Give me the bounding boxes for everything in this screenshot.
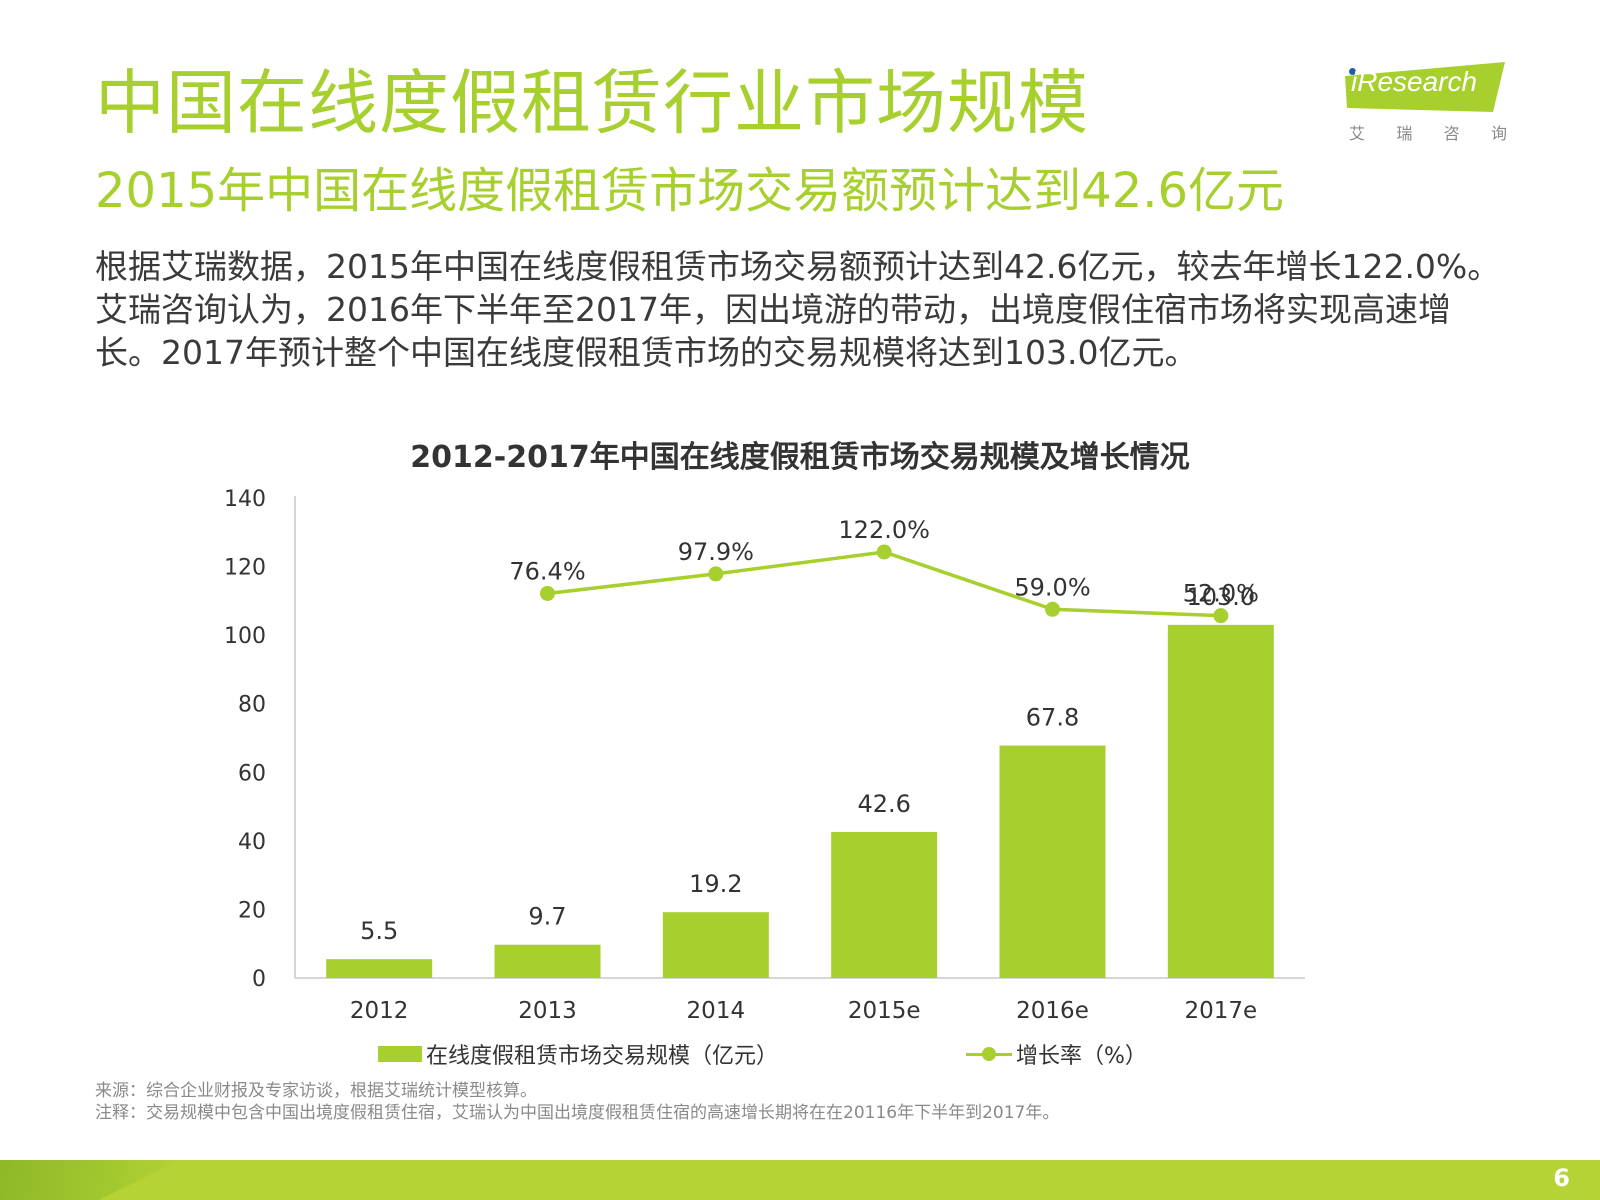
- legend-bar-swatch-icon: [378, 1046, 422, 1062]
- logo-cn-char: 询: [1490, 124, 1509, 143]
- legend-item-line: 增长率（%）: [966, 1038, 1147, 1070]
- growth-line: [547, 550, 1221, 618]
- x-tick-label: 2015e: [848, 998, 921, 1024]
- growth-point: [876, 544, 892, 560]
- page-number: 6: [1553, 1164, 1570, 1192]
- bar-data-label: 19.2: [689, 870, 742, 898]
- bar: [999, 745, 1106, 978]
- legend-item-bar: 在线度假租赁市场交易规模（亿元）: [378, 1038, 778, 1070]
- x-tick-label: 2017e: [1184, 998, 1257, 1024]
- y-tick-label: 140: [224, 487, 266, 512]
- legend-label-line: 增长率（%）: [1016, 1044, 1147, 1069]
- bar-data-label: 67.8: [1026, 704, 1079, 732]
- bar: [494, 944, 601, 978]
- growth-data-label: 97.9%: [678, 538, 754, 566]
- legend-line-swatch-icon: [966, 1046, 1012, 1062]
- x-tick-label: 2012: [350, 998, 409, 1024]
- y-tick-label: 0: [252, 967, 266, 992]
- y-tick-label: 80: [238, 693, 266, 718]
- growth-data-label: 76.4%: [509, 557, 585, 585]
- logo-cn-char: 瑞: [1396, 124, 1415, 143]
- y-tick-label: 100: [224, 624, 266, 649]
- bar: [1167, 624, 1274, 978]
- logo-banner-icon: [1345, 62, 1505, 112]
- logo-cn-char: 艾: [1349, 124, 1368, 143]
- y-tick-label: 120: [224, 556, 266, 581]
- y-tick-label: 60: [238, 761, 266, 786]
- y-tick-label: 20: [238, 898, 266, 923]
- body-paragraph: 根据艾瑞数据，2015年中国在线度假租赁市场交易额预计达到42.6亿元，较去年增…: [95, 247, 1501, 372]
- source-note: 来源：综合企业财报及专家访谈，根据艾瑞统计模型核算。: [95, 1081, 537, 1101]
- notes: 来源：综合企业财报及专家访谈，根据艾瑞统计模型核算。 注释：交易规模中包含中国出…: [95, 1080, 1059, 1124]
- growth-data-label: 59.0%: [1014, 573, 1090, 601]
- growth-data-label: 52.0%: [1183, 580, 1259, 608]
- bar: [662, 912, 769, 978]
- logo-cn-char: 咨: [1443, 124, 1462, 143]
- x-tick-label: 2013: [518, 998, 577, 1024]
- growth-point: [1213, 608, 1229, 624]
- iresearch-logo: iResearch 艾 瑞 咨 询: [1345, 58, 1510, 148]
- logo-cn-text: 艾 瑞 咨 询: [1349, 120, 1509, 144]
- bar: [326, 959, 433, 978]
- growth-point: [540, 585, 555, 601]
- x-tick-label: 2014: [687, 998, 746, 1024]
- x-tick-label: 2016e: [1016, 998, 1089, 1024]
- bar: [831, 831, 938, 978]
- growth-point: [1045, 601, 1060, 617]
- logo-text: iResearch: [1351, 66, 1478, 97]
- bar-data-label: 103.0: [1186, 583, 1255, 611]
- growth-point: [708, 566, 724, 582]
- page-subtitle: 2015年中国在线度假租赁市场交易额预计达到42.6亿元: [95, 163, 1285, 219]
- y-tick-label: 40: [238, 830, 266, 855]
- bar-data-label: 42.6: [857, 790, 910, 818]
- remark-note: 注释：交易规模中包含中国出境度假租赁住宿，艾瑞认为中国出境度假租赁住宿的高速增长…: [95, 1103, 1060, 1123]
- growth-data-label: 122.0%: [838, 516, 930, 544]
- chart-title: 2012-2017年中国在线度假租赁市场交易规模及增长情况: [410, 440, 1190, 475]
- bar-data-label: 5.5: [360, 917, 398, 945]
- logo-dot-icon: [1349, 68, 1356, 75]
- legend-label-bar: 在线度假租赁市场交易规模（亿元）: [426, 1044, 779, 1069]
- bar-data-label: 9.7: [528, 903, 566, 931]
- footer-band: [0, 1160, 1600, 1200]
- page-title: 中国在线度假租赁行业市场规模: [95, 62, 1089, 144]
